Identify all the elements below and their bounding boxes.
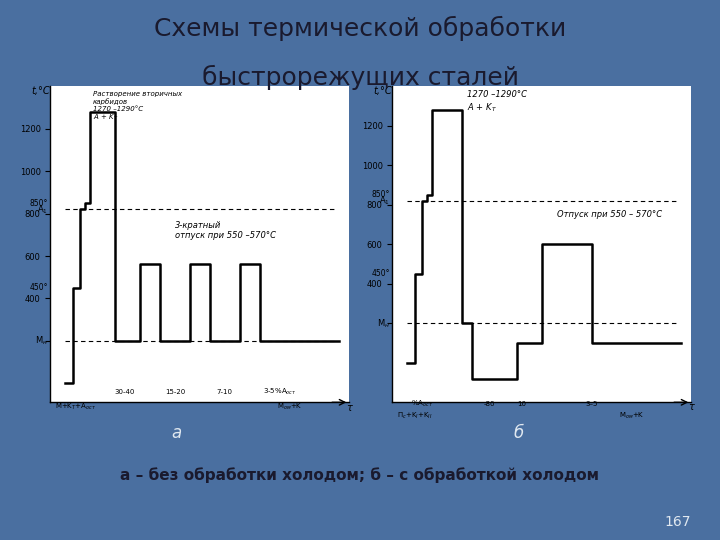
Text: б: б xyxy=(513,424,523,442)
Text: а – без обработки холодом; б – с обработкой холодом: а – без обработки холодом; б – с обработ… xyxy=(120,467,600,483)
Text: а: а xyxy=(171,424,181,442)
Text: τ: τ xyxy=(688,402,694,412)
Text: Отпуск при 550 – 570°C: Отпуск при 550 – 570°C xyxy=(557,210,662,219)
Text: M$_н$: M$_н$ xyxy=(377,317,390,329)
Text: t,°C: t,°C xyxy=(32,86,50,97)
Text: 1270 –1290°C
A + K$_T$: 1270 –1290°C A + K$_T$ xyxy=(467,90,527,113)
Text: M$_{ом}$+K: M$_{ом}$+K xyxy=(618,411,644,421)
Text: 450°: 450° xyxy=(372,269,390,279)
Text: 167: 167 xyxy=(665,515,691,529)
Text: 10: 10 xyxy=(518,401,526,407)
Text: 450°: 450° xyxy=(30,284,48,292)
Text: 850°: 850° xyxy=(30,199,48,207)
Text: 7-10: 7-10 xyxy=(217,389,233,395)
Text: 15-20: 15-20 xyxy=(165,389,185,395)
Text: 30-40: 30-40 xyxy=(115,389,135,395)
Text: M$_{ом}$+K: M$_{ом}$+K xyxy=(276,402,302,412)
Text: M$_н$: M$_н$ xyxy=(35,335,48,347)
Text: П$_с$+K$_I$+K$_{II}$: П$_с$+K$_I$+K$_{II}$ xyxy=(397,411,433,421)
Text: M+K$_T$+A$_{ост}$: M+K$_T$+A$_{ост}$ xyxy=(55,402,96,412)
Text: τ: τ xyxy=(346,403,352,413)
Text: A$_1$: A$_1$ xyxy=(37,203,48,215)
Text: Схемы термической обработки: Схемы термической обработки xyxy=(154,16,566,42)
Text: 3–5: 3–5 xyxy=(585,401,598,407)
Text: t,°C: t,°C xyxy=(374,86,392,97)
Text: %A$_{ост}$: %A$_{ост}$ xyxy=(411,399,433,409)
Text: 3-5%A$_{ост}$: 3-5%A$_{ост}$ xyxy=(263,387,296,397)
Text: 3-кратный
отпуск при 550 –570°C: 3-кратный отпуск при 550 –570°C xyxy=(175,221,276,240)
Text: Растворение вторичных
карбидов
1270 –1290°C
A + K$_T$: Растворение вторичных карбидов 1270 –129… xyxy=(93,91,182,123)
Text: A$_1$: A$_1$ xyxy=(379,194,390,207)
Text: -80: -80 xyxy=(484,401,495,407)
Text: 850°: 850° xyxy=(372,191,390,199)
Text: быстрорежущих сталей: быстрорежущих сталей xyxy=(202,65,518,90)
